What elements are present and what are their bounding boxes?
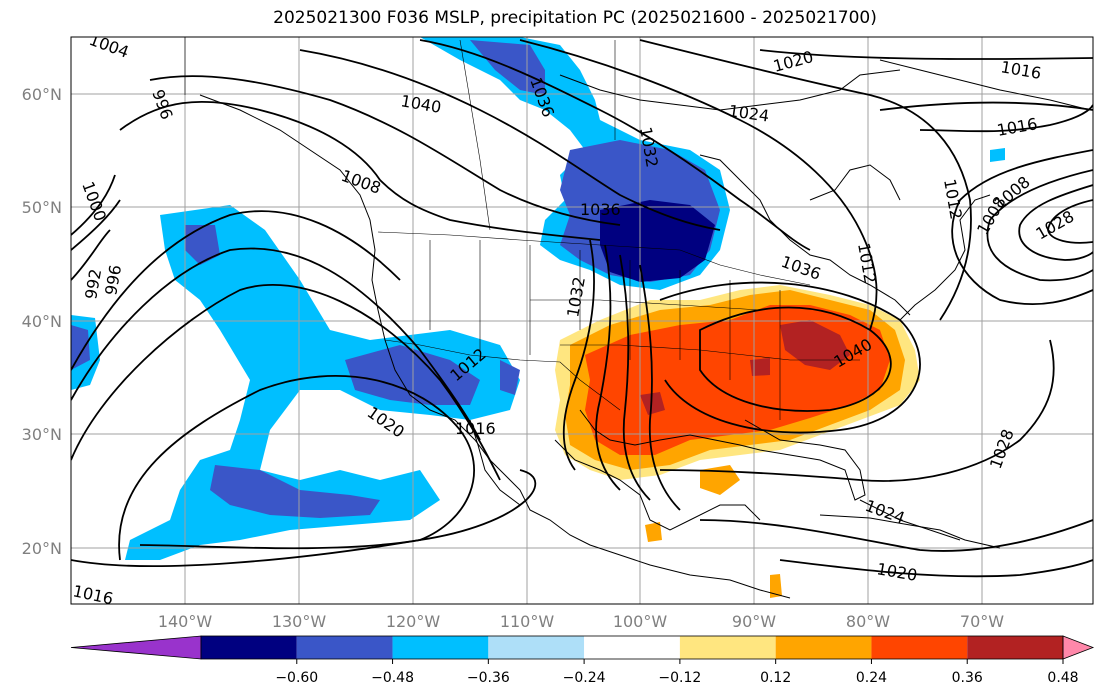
colorbar-segment — [392, 636, 489, 659]
mslp-isobars — [71, 39, 1093, 578]
colorbar-tick-label: 0.12 — [760, 670, 791, 686]
colorbar-extend-low — [70, 635, 202, 660]
colorbar-segment — [296, 636, 393, 659]
lon-label: 90°W — [732, 612, 776, 631]
lon-label: 110°W — [500, 612, 555, 631]
lat-label: 40°N — [22, 312, 62, 331]
lat-label: 50°N — [22, 198, 62, 217]
lon-label: 70°W — [960, 612, 1004, 631]
colorbar-tick-label: 0.36 — [952, 670, 983, 686]
isobar-label: 1036 — [580, 200, 621, 219]
lat-label: 30°N — [22, 425, 62, 444]
colorbar-segment — [201, 636, 297, 659]
lon-label: 80°W — [846, 612, 890, 631]
precip-area-darkred — [780, 320, 850, 370]
precip-area-blue — [71, 325, 90, 370]
colorbar-tick-label: −0.24 — [563, 670, 606, 686]
colorbar-segment — [775, 636, 872, 659]
colorbar-tick-label: −0.48 — [371, 670, 414, 686]
colorbar: −0.60 −0.48 −0.36 −0.24 −0.12 0.12 0.24 0.36 0.4… — [70, 635, 1095, 686]
precip-area-blue — [470, 40, 545, 95]
colorbar-extend-high — [1062, 635, 1095, 660]
lon-label: 100°W — [613, 612, 668, 631]
colorbar-tick-label: −0.12 — [658, 670, 701, 686]
precip-area-darkred — [750, 358, 770, 376]
precip-area-orange — [700, 465, 740, 495]
longitude-labels: 140°W 130°W 120°W 110°W 100°W 90°W 80°W … — [158, 612, 1004, 631]
colorbar-tick-label: 0.48 — [1047, 670, 1078, 686]
colorbar-tick-label: −0.60 — [275, 670, 318, 686]
colorbar-outline — [200, 635, 1064, 660]
colorbar-tick-label: 0.24 — [856, 670, 887, 686]
colorbar-segment — [488, 636, 585, 659]
precip-area-orange — [770, 574, 782, 598]
isobar-label: 1016 — [71, 581, 115, 608]
latitude-labels: 60°N 50°N 40°N 30°N 20°N — [22, 85, 62, 558]
lon-label: 120°W — [386, 612, 441, 631]
colorbar-segment — [967, 636, 1063, 659]
colorbar-segment — [584, 636, 680, 659]
coastlines — [199, 59, 1091, 599]
colorbar-segment — [871, 636, 968, 659]
precip-area-blue — [210, 465, 380, 518]
lon-label: 140°W — [158, 612, 213, 631]
map-frame — [70, 36, 1094, 605]
precip-area-orange — [645, 522, 662, 542]
lat-label: 60°N — [22, 85, 62, 104]
colorbar-segment — [679, 636, 776, 659]
precip-area-navy — [600, 200, 715, 282]
isobar-label: 1016 — [455, 419, 496, 438]
precip-area-lightblue — [990, 148, 1005, 162]
precip-area-darkred — [640, 392, 665, 415]
precip-area-blue — [500, 360, 520, 395]
lon-label: 130°W — [272, 612, 327, 631]
precip-area-blue — [185, 225, 220, 265]
map-title: 2025021300 F036 MSLP, precipitation PC (… — [273, 8, 877, 28]
lat-label: 20°N — [22, 539, 62, 558]
colorbar-tick-label: −0.36 — [467, 670, 510, 686]
